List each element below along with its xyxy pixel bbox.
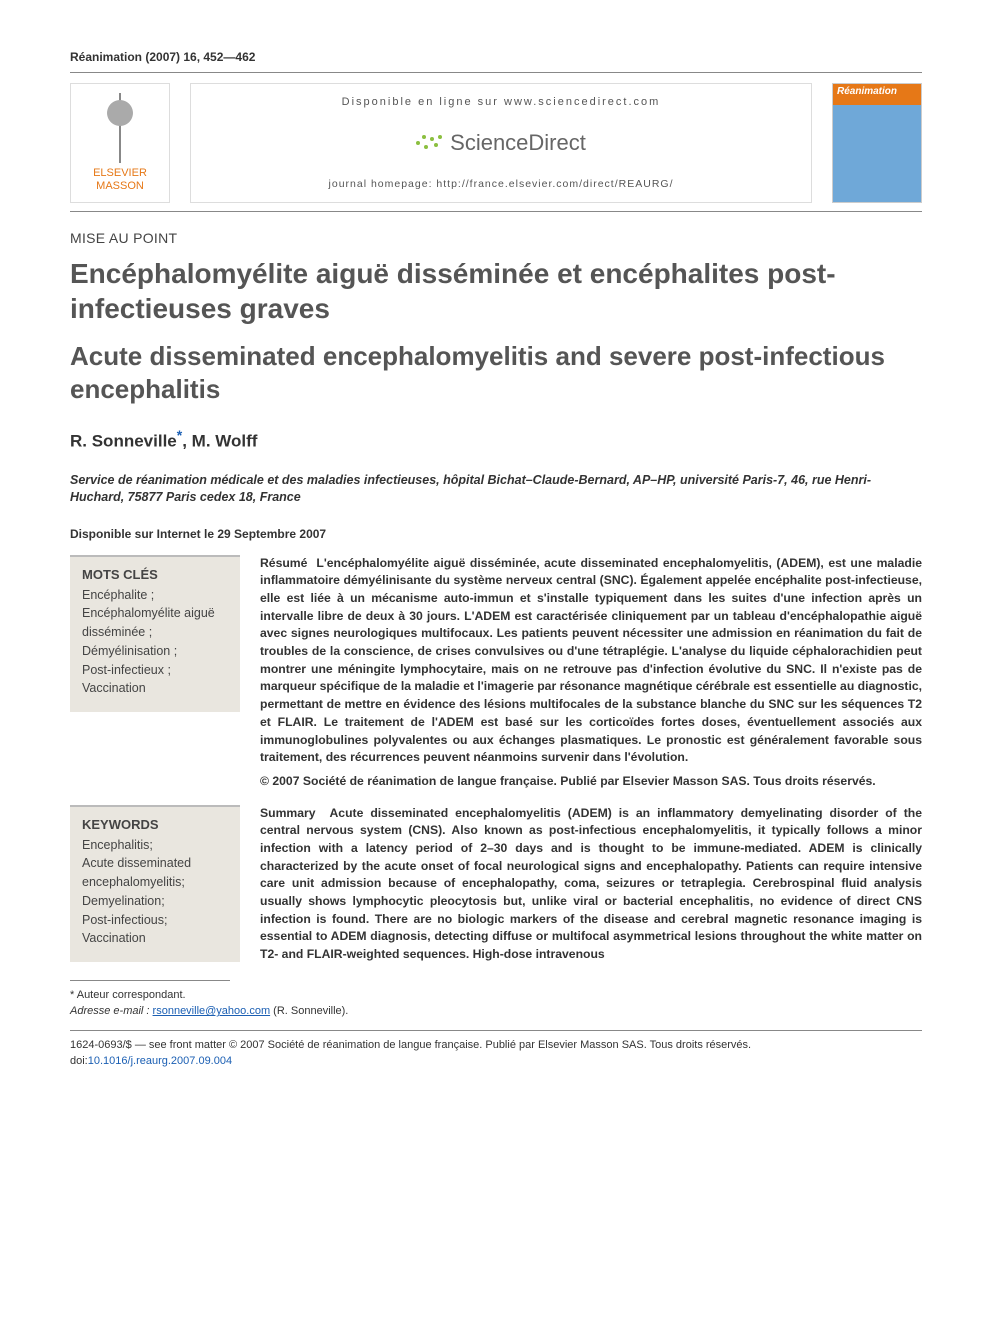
corresponding-author-footnote: * Auteur correspondant. Adresse e-mail :… xyxy=(70,987,922,1020)
publisher-logo: ELSEVIER MASSON xyxy=(70,83,170,203)
resume-copyright: © 2007 Société de réanimation de langue … xyxy=(260,773,922,791)
author-1: R. Sonneville xyxy=(70,432,177,451)
summary-row: KEYWORDS Encephalitis; Acute disseminate… xyxy=(70,805,922,964)
cover-title: Réanimation xyxy=(837,86,917,97)
publisher-line2: MASSON xyxy=(96,180,144,192)
resume-text: Résumé L'encéphalomyélite aiguë dissémin… xyxy=(260,555,922,791)
mots-cles-box: MOTS CLÉS Encéphalite ; Encéphalomyélite… xyxy=(70,555,240,713)
summary-text: Summary Acute disseminated encephalomyel… xyxy=(260,805,922,964)
resume-lead: Résumé xyxy=(260,556,307,570)
corr-author-label: * Auteur correspondant. xyxy=(70,987,922,1004)
sd-dots-icon xyxy=(416,133,444,153)
summary-lead: Summary xyxy=(260,806,316,820)
article-type: MISE AU POINT xyxy=(70,230,922,246)
available-online-text: Disponible en ligne sur www.sciencedirec… xyxy=(342,96,661,108)
corr-email-link[interactable]: rsonneville@yahoo.com xyxy=(153,1005,271,1017)
journal-homepage-link[interactable]: journal homepage: http://france.elsevier… xyxy=(329,178,674,190)
affiliation: Service de réanimation médicale et des m… xyxy=(70,472,922,507)
doi-link[interactable]: 10.1016/j.reaurg.2007.09.004 xyxy=(88,1055,232,1067)
mots-cles-head: MOTS CLÉS xyxy=(82,567,228,582)
keywords-box: KEYWORDS Encephalitis; Acute disseminate… xyxy=(70,805,240,963)
divider xyxy=(70,211,922,212)
summary-body: Acute disseminated encephalomyelitis (AD… xyxy=(260,806,922,962)
doi-label: doi: xyxy=(70,1055,88,1067)
footnote-divider xyxy=(70,980,230,981)
header-center: Disponible en ligne sur www.sciencedirec… xyxy=(190,83,812,203)
divider xyxy=(70,72,922,73)
publisher-line1: ELSEVIER xyxy=(93,167,147,179)
author-list: R. Sonneville*, M. Wolff xyxy=(70,427,922,452)
mots-cles-list: Encéphalite ; Encéphalomyélite aiguë dis… xyxy=(82,586,228,699)
email-label: Adresse e-mail : xyxy=(70,1005,149,1017)
resume-row: MOTS CLÉS Encéphalite ; Encéphalomyélite… xyxy=(70,555,922,791)
publisher-name: ELSEVIER MASSON xyxy=(93,167,147,193)
author-2: M. Wolff xyxy=(192,432,258,451)
copyright-and-doi: 1624-0693/$ — see front matter © 2007 So… xyxy=(70,1037,922,1070)
author-sep: , xyxy=(182,432,191,451)
online-publication-date: Disponible sur Internet le 29 Septembre … xyxy=(70,527,922,541)
keywords-head: KEYWORDS xyxy=(82,817,228,832)
sciencedirect-logo[interactable]: ScienceDirect xyxy=(416,130,586,156)
journal-cover-thumbnail: Réanimation xyxy=(832,83,922,203)
article-title-en: Acute disseminated encephalomyelitis and… xyxy=(70,340,922,405)
bottom-divider xyxy=(70,1030,922,1031)
page-header: ELSEVIER MASSON Disponible en ligne sur … xyxy=(70,83,922,203)
keywords-list: Encephalitis; Acute disseminated encepha… xyxy=(82,836,228,949)
resume-body: L'encéphalomyélite aiguë disséminée, acu… xyxy=(260,556,922,765)
front-matter-line: 1624-0693/$ — see front matter © 2007 So… xyxy=(70,1037,922,1054)
sd-brand-text: ScienceDirect xyxy=(450,130,586,156)
elsevier-tree-icon xyxy=(90,93,150,163)
article-title-fr: Encéphalomyélite aiguë disséminée et enc… xyxy=(70,256,922,326)
corr-email-name: (R. Sonneville). xyxy=(273,1005,348,1017)
journal-citation: Réanimation (2007) 16, 452—462 xyxy=(70,50,922,64)
